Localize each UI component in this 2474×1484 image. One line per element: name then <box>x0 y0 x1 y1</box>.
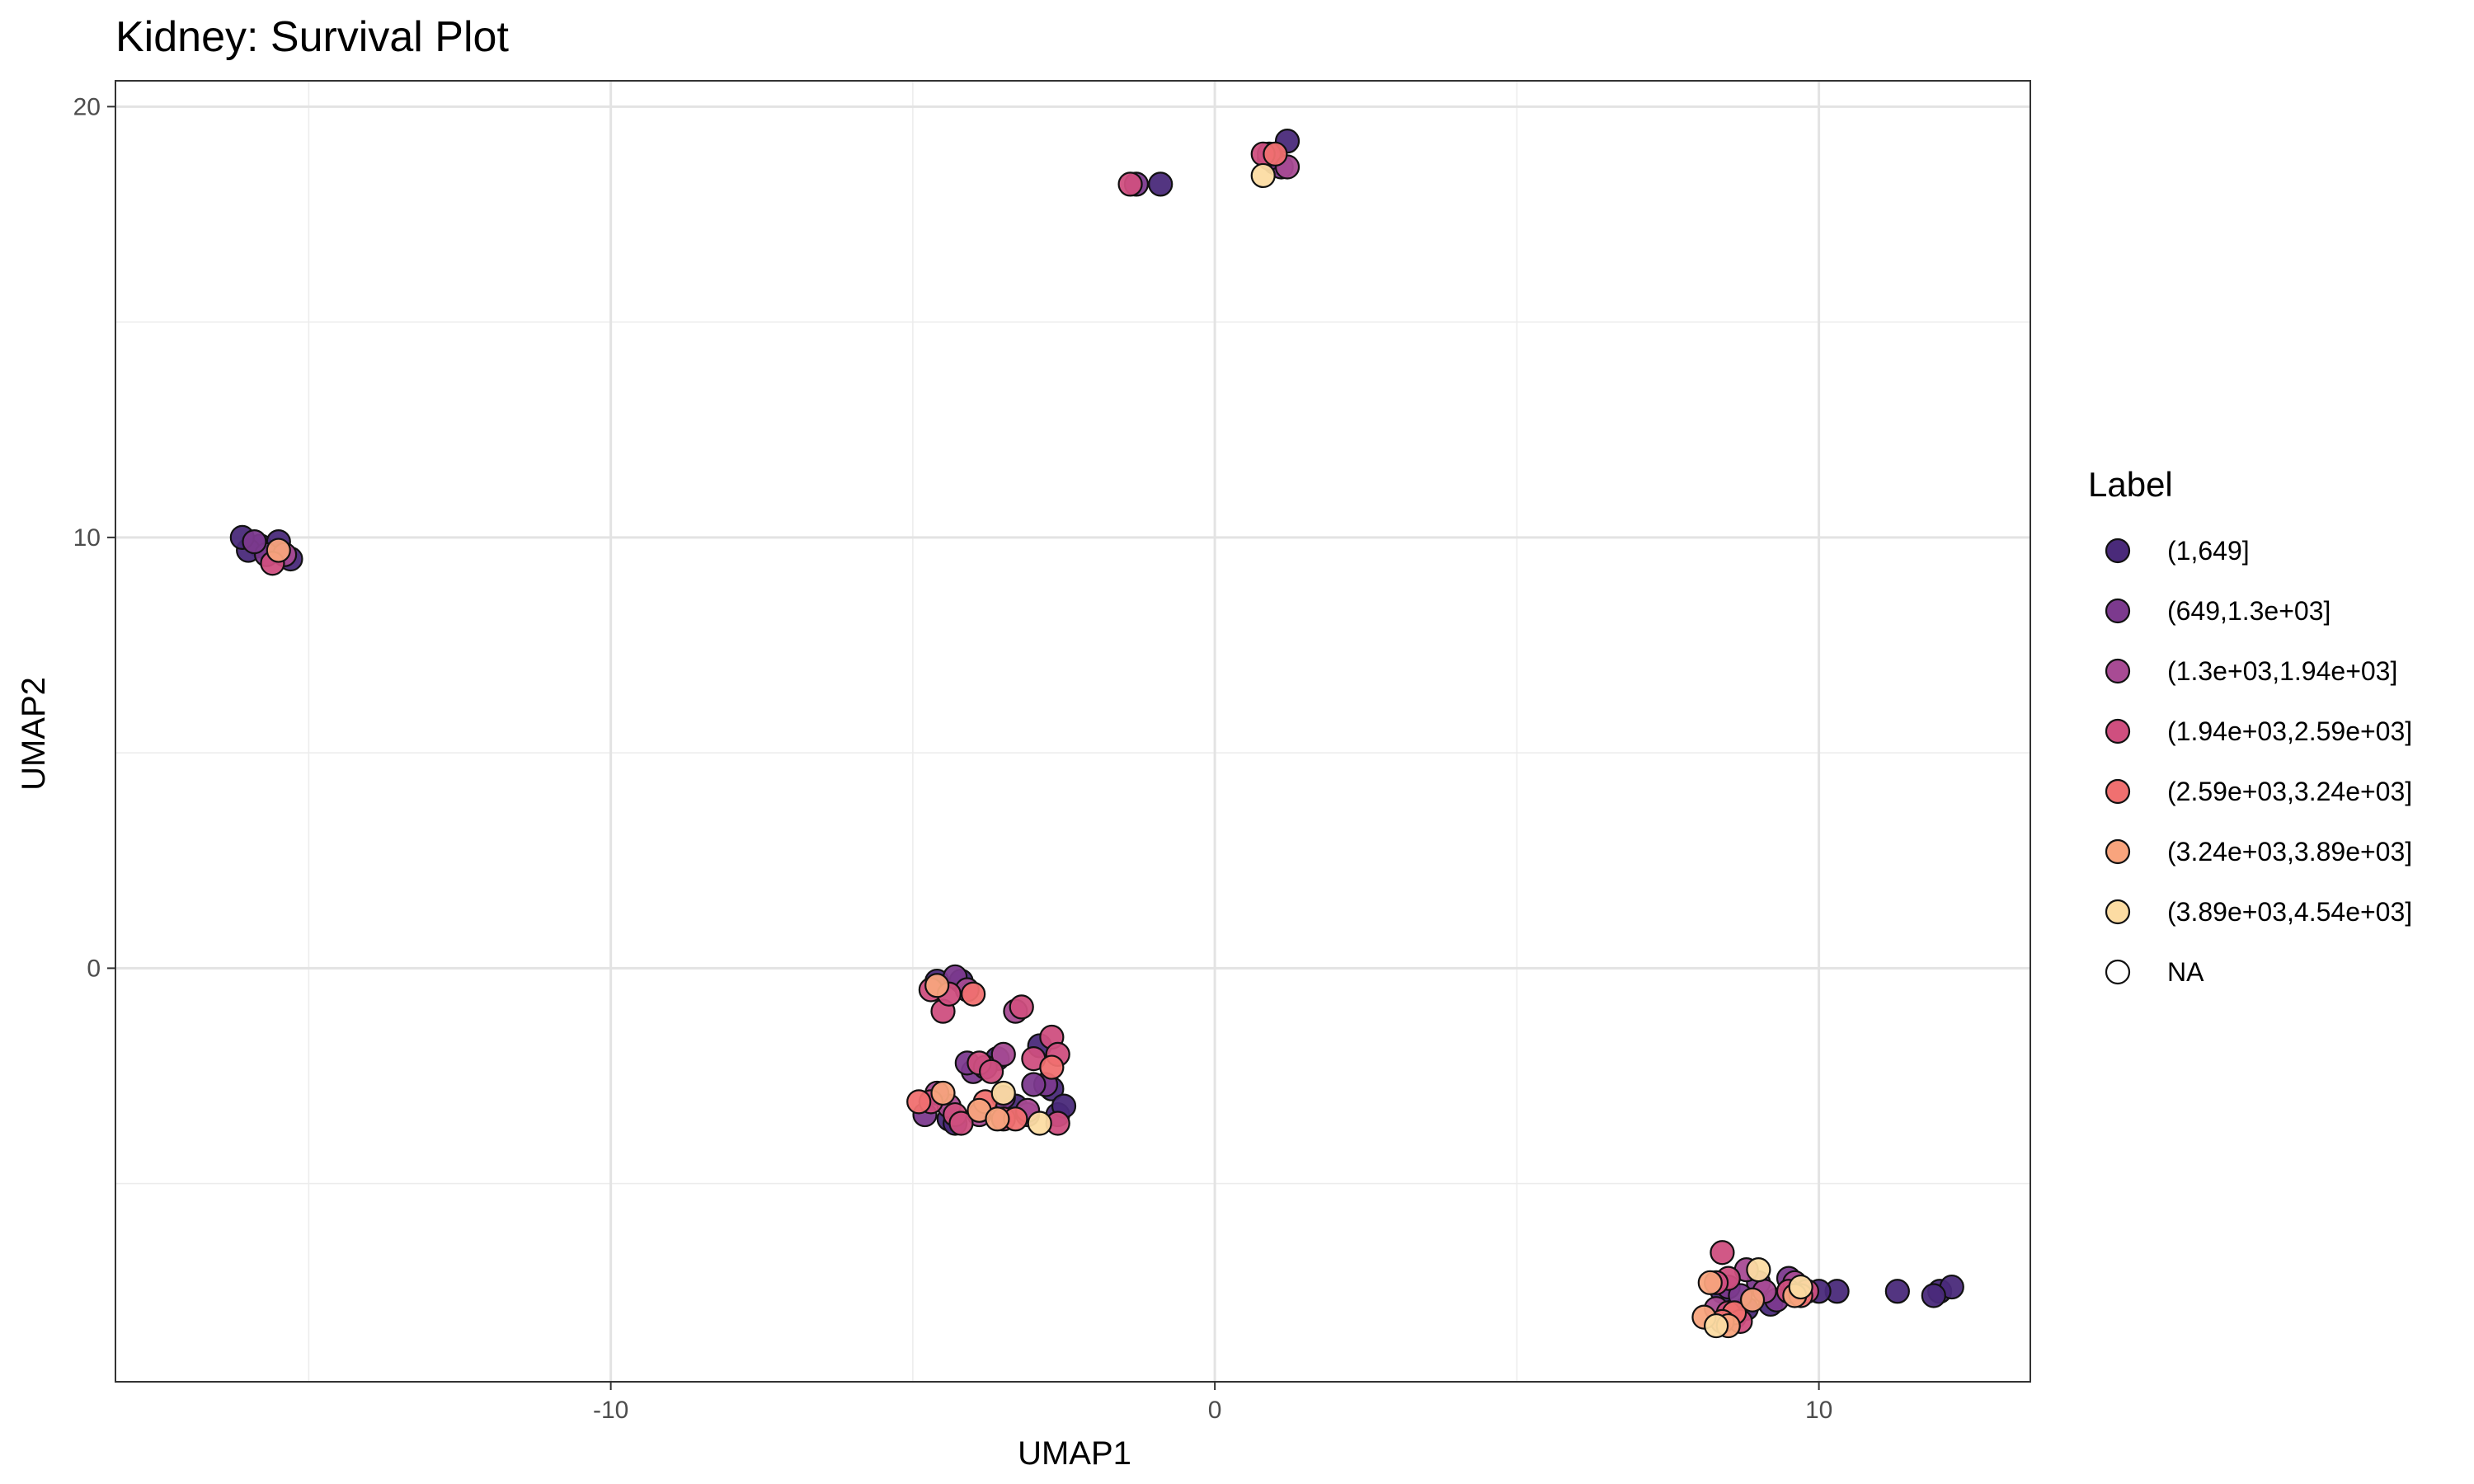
data-point <box>1710 1240 1735 1266</box>
legend-key <box>2105 778 2131 805</box>
legend-key <box>2105 718 2131 744</box>
legend-key <box>2105 899 2131 925</box>
data-point <box>1027 1111 1052 1136</box>
legend-item: (3.24e+03,3.89e+03] <box>2105 837 2412 866</box>
y-tick-label: 20 <box>73 93 101 120</box>
data-point <box>990 1041 1016 1067</box>
legend-label: (1.3e+03,1.94e+03] <box>2167 656 2397 686</box>
data-point <box>266 538 291 563</box>
legend-items: (1,649] (649,1.3e+03] (1.3e+03,1.94e+03] (1… <box>2105 536 2412 987</box>
axis-ticks: -10 0 10 0 10 20 <box>73 93 1833 1424</box>
data-point <box>1021 1072 1047 1097</box>
legend-item: (3.89e+03,4.54e+03] <box>2105 897 2412 927</box>
plot-panel-border <box>115 80 2031 1383</box>
legend-item: (1.94e+03,2.59e+03] <box>2105 716 2412 746</box>
data-point <box>1704 1313 1729 1339</box>
legend-key <box>2105 959 2131 985</box>
legend-item: (1,649] <box>2105 536 2250 566</box>
legend-label: NA <box>2167 957 2204 987</box>
data-point <box>906 1089 932 1115</box>
data-point <box>961 981 986 1007</box>
legend-label: (1,649] <box>2167 536 2250 566</box>
legend-item: (2.59e+03,3.24e+03] <box>2105 777 2412 806</box>
y-tick-label: 0 <box>87 955 101 982</box>
legend-label: (2.59e+03,3.24e+03] <box>2167 777 2412 806</box>
data-point <box>1697 1270 1723 1295</box>
chart-title: Kidney: Survival Plot <box>115 13 509 61</box>
y-tick-label: 10 <box>73 524 101 552</box>
legend-label: (649,1.3e+03] <box>2167 596 2331 626</box>
data-point <box>1921 1283 1946 1308</box>
x-tick-label: 10 <box>1805 1397 1832 1424</box>
data-point <box>1148 171 1174 197</box>
data-point <box>1039 1054 1065 1080</box>
data-point <box>1788 1274 1813 1300</box>
legend-item: (1.3e+03,1.94e+03] <box>2105 656 2397 686</box>
scatter-points <box>229 129 1964 1339</box>
x-axis-title: UMAP1 <box>1018 1435 1131 1472</box>
legend-label: (3.89e+03,4.54e+03] <box>2167 897 2412 927</box>
data-point <box>1884 1279 1910 1304</box>
data-point <box>1746 1257 1771 1283</box>
legend-key <box>2105 538 2131 564</box>
plot-panel-background <box>115 81 2030 1382</box>
data-point <box>990 1080 1016 1106</box>
legend-label: (1.94e+03,2.59e+03] <box>2167 716 2412 746</box>
data-point <box>1117 171 1143 197</box>
legend-item: (649,1.3e+03] <box>2105 596 2331 626</box>
data-point <box>985 1106 1010 1132</box>
grid-lines <box>115 81 2030 1382</box>
legend-key <box>2105 598 2131 624</box>
data-point <box>930 1080 956 1106</box>
data-point <box>1009 994 1034 1020</box>
data-point <box>948 1111 974 1136</box>
legend-label: (3.24e+03,3.89e+03] <box>2167 837 2412 866</box>
data-point <box>979 1059 1004 1084</box>
x-tick-label: -10 <box>593 1397 628 1424</box>
data-point <box>1739 1287 1766 1313</box>
y-axis-title: UMAP2 <box>16 677 52 791</box>
data-point <box>1250 162 1276 189</box>
legend: Label (1,649] (649,1.3e+03] (1.3e+03,1.94e… <box>2088 465 2412 987</box>
legend-key <box>2105 658 2131 684</box>
data-point <box>924 973 950 998</box>
legend-title: Label <box>2088 465 2173 504</box>
x-tick-label: 0 <box>1208 1397 1222 1424</box>
data-point <box>1263 141 1288 167</box>
legend-item: NA <box>2105 957 2204 987</box>
data-point <box>242 528 267 555</box>
series-group <box>990 162 1813 1339</box>
legend-key <box>2105 838 2131 865</box>
